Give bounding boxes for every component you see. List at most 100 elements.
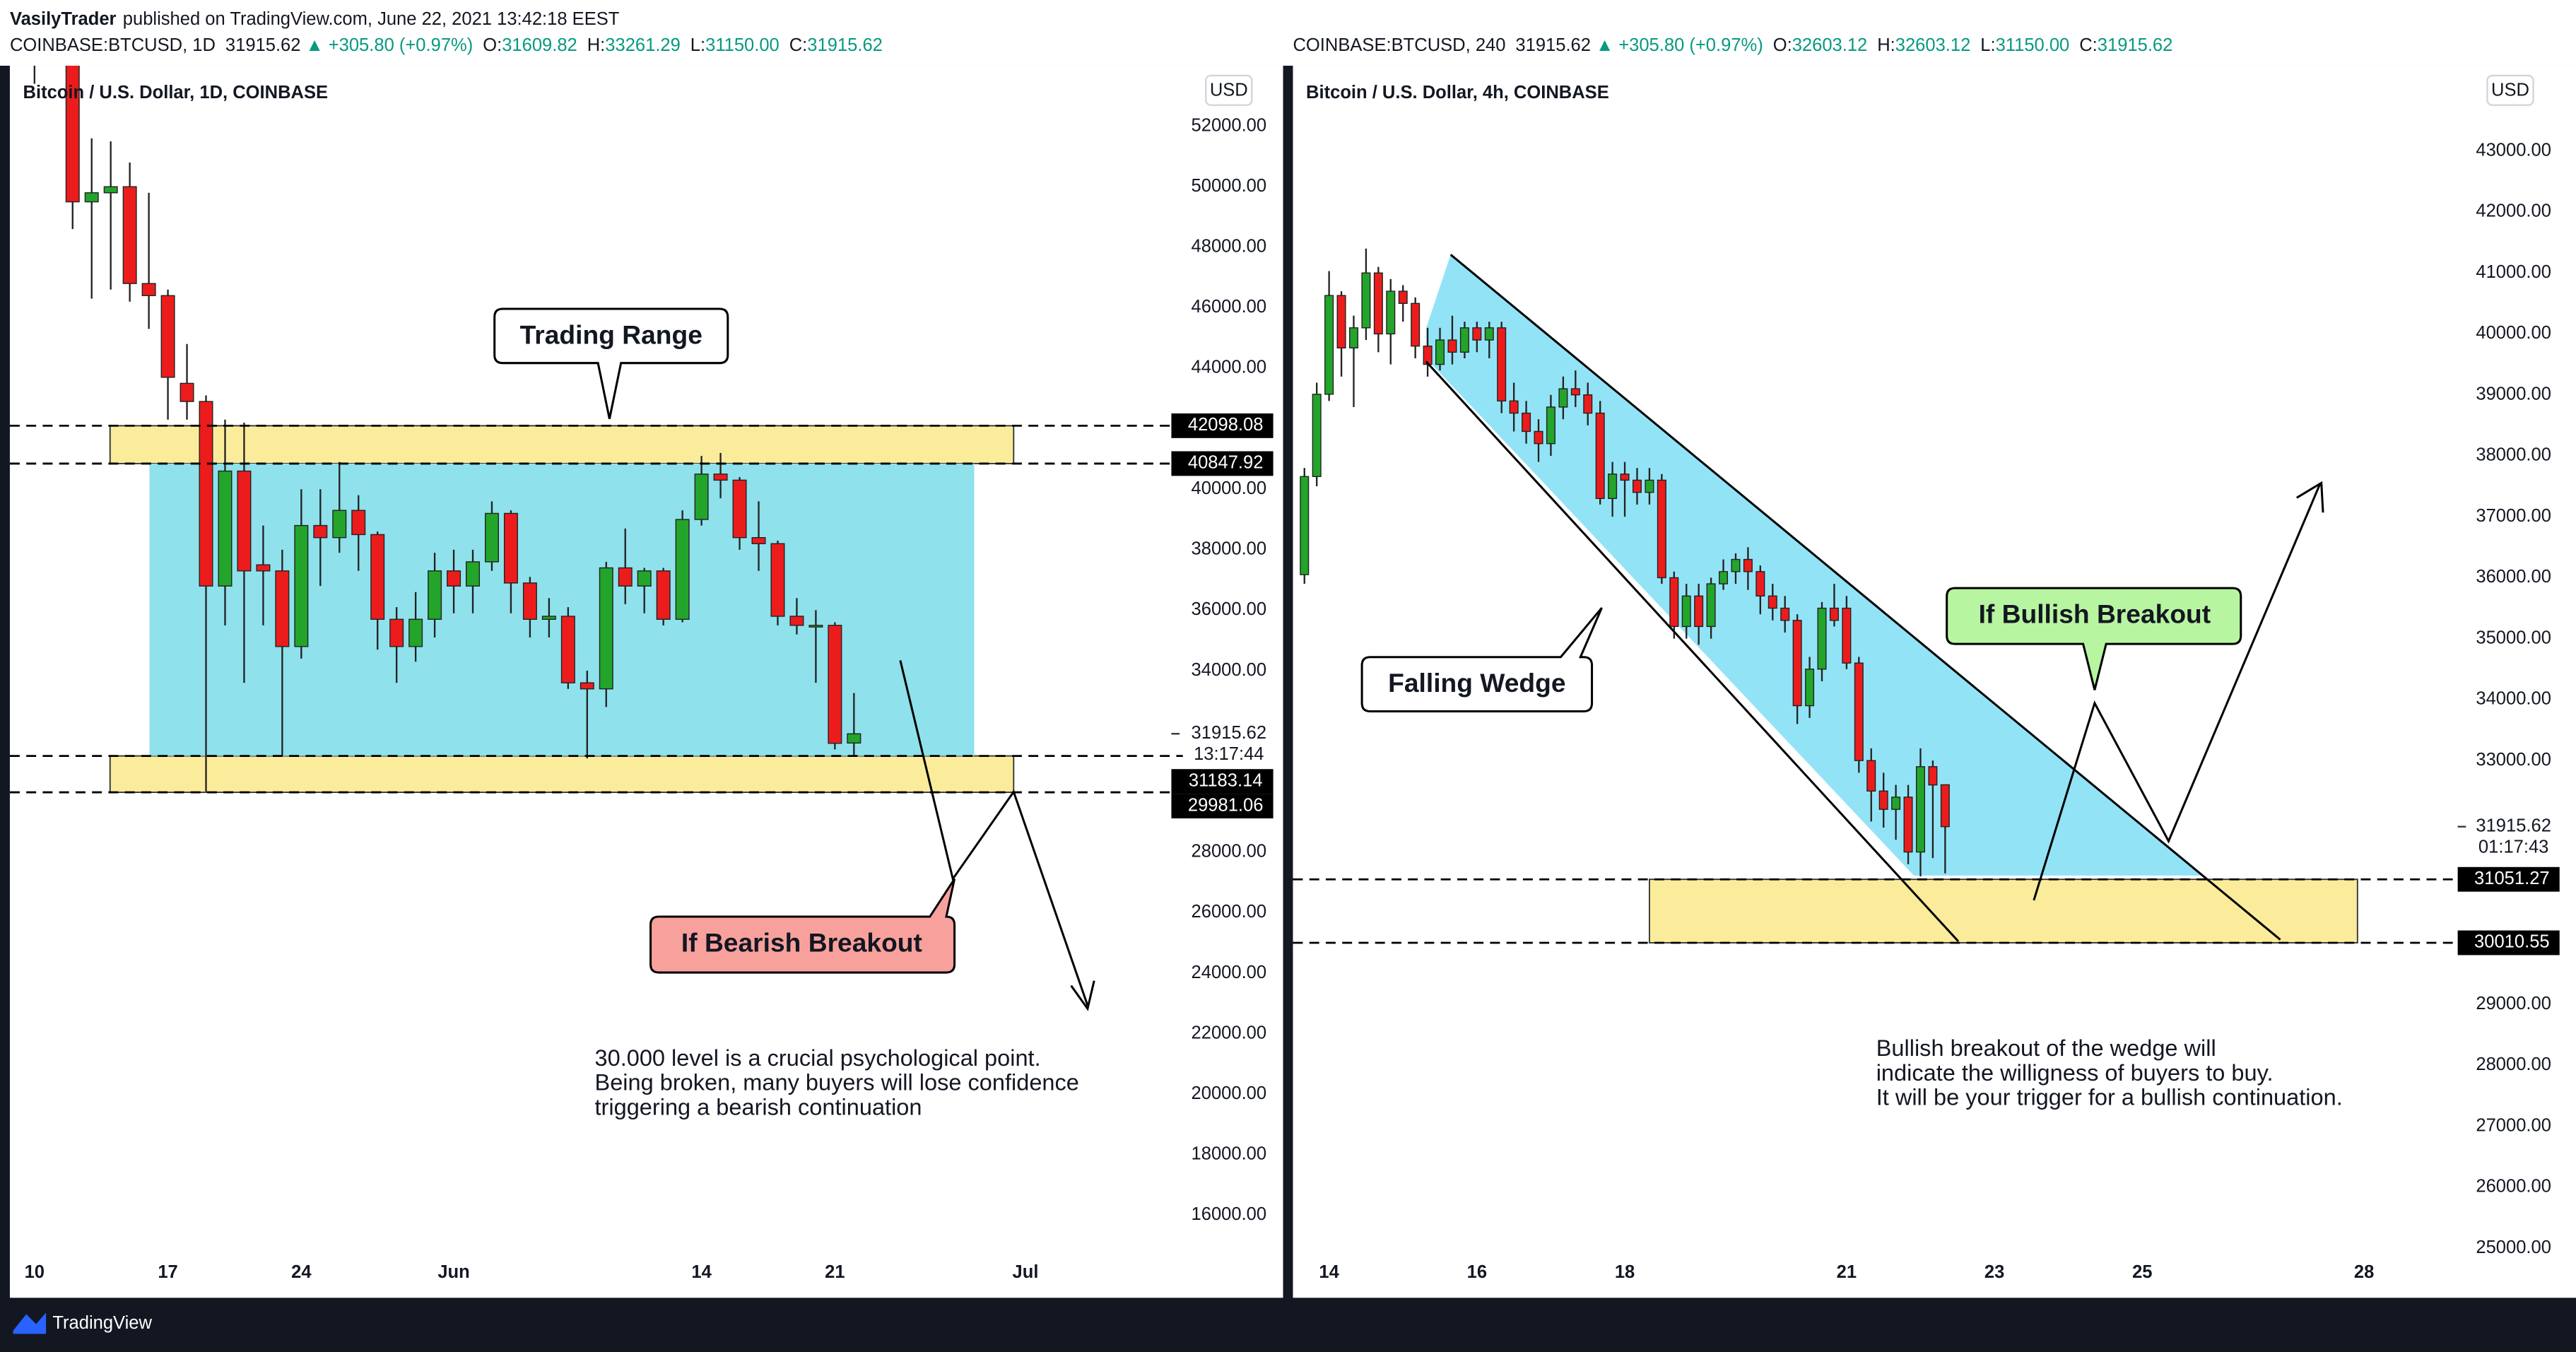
candle-body [1657, 479, 1666, 579]
chart-title: Bitcoin / U.S. Dollar, 1D, COINBASE [23, 83, 329, 102]
candle-body [84, 192, 99, 203]
callout-box [649, 878, 956, 974]
ohlc-value: 32603.12 [1895, 35, 1971, 55]
last-price: 31915.62 [2476, 816, 2551, 835]
change: +305.80 (+0.97%) [329, 35, 474, 55]
candle-body [1300, 476, 1310, 575]
candle-body [580, 682, 594, 690]
y-tick-label: 22000.00 [1192, 1023, 1267, 1042]
y-tick-label: 48000.00 [1192, 237, 1267, 257]
candle-body [1583, 394, 1593, 414]
y-tick-label: 27000.00 [2476, 1115, 2551, 1135]
candle-body [675, 519, 690, 620]
candle-body [541, 616, 556, 620]
candle-body [789, 616, 804, 626]
y-tick-label: 36000.00 [1192, 599, 1267, 619]
candle-body [1522, 412, 1531, 433]
ohlc-value: 31150.00 [1996, 35, 2070, 55]
price-tag-label: 29981.06 [1188, 795, 1264, 815]
callout-text: If Bearish Breakout [681, 927, 922, 957]
candle-body [656, 570, 671, 620]
x-tick-label: 16 [1467, 1262, 1487, 1282]
candle-body [732, 479, 747, 539]
symbol: COINBASE:BTCUSD, 240 [1293, 35, 1505, 55]
wedge-line [1425, 360, 1960, 942]
candle-body [1312, 394, 1322, 477]
candle-body [370, 534, 385, 620]
y-tick-label: 38000.00 [2476, 445, 2551, 465]
candle-body [1546, 406, 1555, 445]
price-tag [1171, 413, 1274, 438]
symbol-header: COINBASE:BTCUSD, 1D 31915.62 ▲ +305.80 (+0.… [10, 35, 883, 55]
candle-body [1324, 295, 1334, 395]
candle-body [466, 561, 481, 587]
wedge-fill [1425, 254, 2201, 876]
candles [33, 65, 861, 792]
candle-body [313, 524, 328, 539]
candle-body [1361, 272, 1371, 329]
change: +305.80 (+0.97%) [1618, 35, 1763, 55]
callout-text: Falling Wedge [1388, 668, 1565, 698]
ohlc-label: O: [483, 35, 502, 55]
currency-box [1205, 74, 1253, 106]
header-bar [0, 0, 2576, 66]
x-tick-label: 10 [25, 1262, 45, 1282]
y-tick-label: 25000.00 [2476, 1238, 2551, 1257]
last-price: 31915.62 [1515, 35, 1591, 55]
y-tick-label: 38000.00 [1192, 539, 1267, 559]
chart-title: Bitcoin / U.S. Dollar, 4h, COINBASE [1306, 83, 1609, 102]
x-tick-label: 23 [1984, 1262, 2004, 1282]
price-tag [2457, 866, 2560, 892]
candle-body [1447, 339, 1457, 353]
brand-logo [13, 1312, 47, 1334]
y-tick-label: 42000.00 [2476, 201, 2551, 221]
candle-body [1755, 571, 1765, 596]
change-arrow: ▲ [305, 35, 323, 55]
last-price-bg [1171, 720, 1274, 770]
candle-body [1681, 595, 1691, 628]
y-tick-label: 34000.00 [2476, 689, 2551, 709]
candle-body [1608, 474, 1618, 500]
candle-body [484, 512, 499, 563]
candle-body [828, 625, 842, 744]
y-tick-label: 44000.00 [1192, 358, 1267, 377]
candle-body [847, 733, 861, 744]
candle-body [1854, 662, 1864, 761]
candle-body [1706, 583, 1716, 628]
candle-body [1669, 577, 1679, 628]
ohlc-label: C: [789, 35, 808, 55]
candle-body [1373, 272, 1383, 335]
candle-body [1940, 784, 1950, 828]
y-tick-label: 24000.00 [1192, 963, 1267, 982]
candle-body [1768, 595, 1777, 609]
currency: USD [1210, 81, 1248, 100]
candle-body [103, 186, 118, 194]
y-tick-label: 18000.00 [1192, 1144, 1267, 1164]
candle-body [1386, 290, 1396, 335]
price-tag-label: 31183.14 [1189, 770, 1263, 790]
currency-box [2486, 74, 2534, 106]
ohlc-label: H: [587, 35, 606, 55]
note-line: indicate the willigness of buyers to buy… [1876, 1060, 2274, 1086]
y-tick-label: 41000.00 [2476, 262, 2551, 282]
candle-body [1558, 388, 1568, 408]
ohlc-value: 31609.82 [502, 35, 577, 55]
candle-body [1780, 607, 1790, 621]
candle-body [694, 474, 709, 520]
candle-body [275, 570, 290, 647]
candle-body [332, 510, 347, 539]
x-tick-label: 28 [2354, 1262, 2374, 1282]
candle-body [618, 567, 633, 587]
axes: Bitcoin / U.S. Dollar, 4h, COINBASE USD 43… [1293, 74, 2560, 1282]
note-line: Being broken, many buyers will lose conf… [595, 1070, 1079, 1095]
candle-body [503, 512, 518, 584]
candle-body [294, 524, 309, 647]
candle-body [1866, 760, 1876, 792]
callout-text: Trading Range [520, 319, 702, 349]
support-zone [1648, 878, 2358, 944]
callout-box [493, 307, 729, 420]
y-tick-label: 46000.00 [1192, 297, 1267, 317]
y-tick-label: 29000.00 [2476, 994, 2551, 1013]
price-tag [1171, 451, 1274, 476]
